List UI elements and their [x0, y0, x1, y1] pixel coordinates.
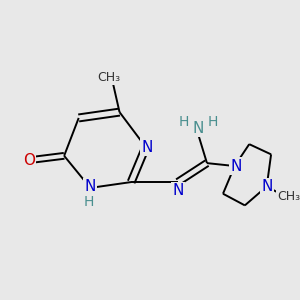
Text: O: O: [23, 153, 35, 168]
Text: N: N: [142, 140, 153, 154]
Text: CH₃: CH₃: [98, 70, 121, 84]
Text: H: H: [84, 196, 94, 209]
Text: N: N: [193, 121, 204, 136]
Text: N: N: [85, 179, 96, 194]
Text: N: N: [172, 183, 184, 198]
Text: CH₃: CH₃: [277, 190, 300, 203]
Text: H: H: [178, 115, 189, 129]
Text: H: H: [208, 115, 218, 129]
Text: N: N: [230, 158, 242, 173]
Text: N: N: [261, 179, 272, 194]
